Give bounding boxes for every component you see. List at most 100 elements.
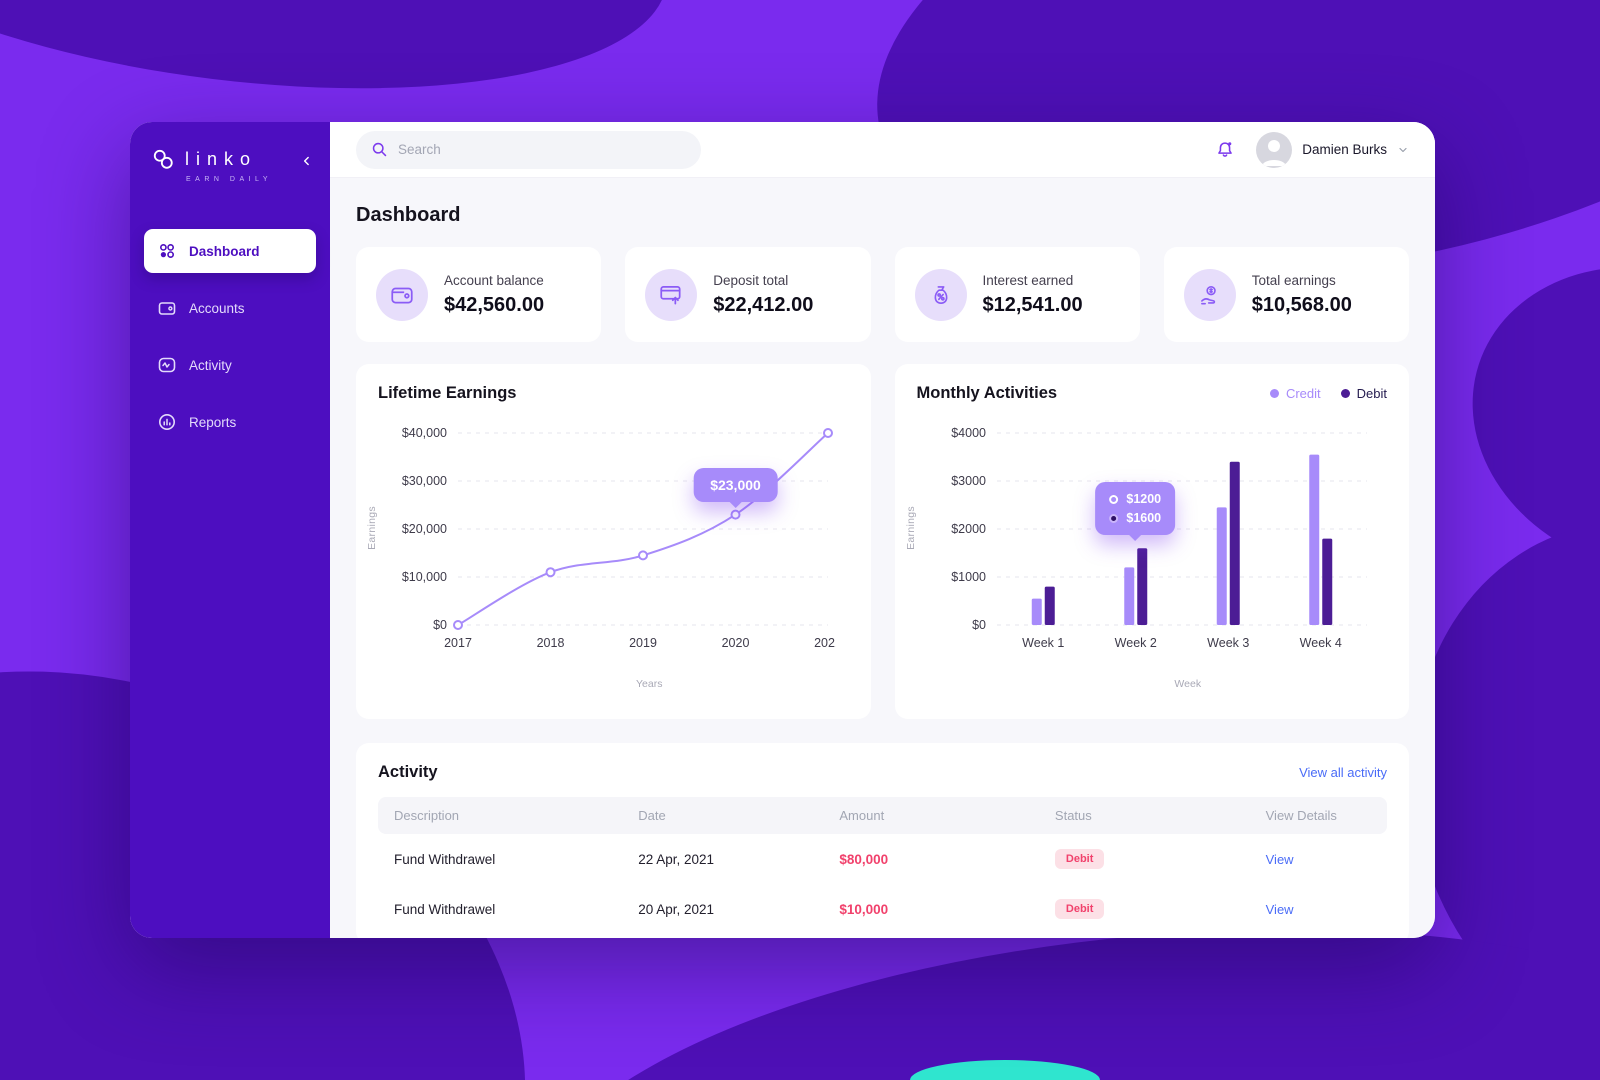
debit-legend-dot [1340,389,1350,398]
sidebar-item-label: Dashboard [189,243,260,259]
svg-text:Week 1: Week 1 [1022,636,1064,650]
chevron-left-icon [303,156,309,166]
cell-amount: $80,000 [839,851,889,867]
charts-row: Lifetime Earnings Earnings $0 $10,000 $20,… [356,364,1409,719]
logo: linko EARN DAILY [130,142,330,183]
main-area: Damien Burks Dashboard [330,122,1435,938]
search-box [356,130,701,169]
person-icon [1262,139,1287,166]
svg-text:$30,000: $30,000 [402,474,447,488]
stat-value: $12,541.00 [982,293,1083,316]
chart-tooltip: $23,000 [693,467,778,502]
table-header: Description Date Amount Status View Deta… [378,797,1387,834]
cell-date: 22 Apr, 2021 [638,851,715,867]
stat-label: Total earnings [1251,272,1336,288]
sidebar-item-label: Reports [189,414,237,430]
stat-label: Account balance [444,272,544,288]
sidebar-item-accounts[interactable]: Accounts [144,286,316,330]
sidebar-item-dashboard[interactable]: Dashboard [144,229,316,273]
cell-amount: $10,000 [839,901,889,917]
view-all-activity-link[interactable]: View all activity [1299,765,1387,780]
chart-tooltip: $1200 $1600 [1095,482,1176,536]
sidebar-item-activity[interactable]: Activity [144,343,316,387]
credit-marker-icon [1109,494,1119,504]
avatar [1256,131,1293,168]
y-axis-label: Earnings [904,505,917,550]
notifications-button[interactable] [1214,139,1236,161]
y-axis-label: Earnings [366,505,378,550]
activity-title: Activity [378,763,438,781]
svg-text:$2000: $2000 [951,522,986,536]
wallet-icon [376,268,428,321]
svg-text:Week 4: Week 4 [1299,636,1341,650]
sidebar: linko EARN DAILY Dashboard [130,122,330,938]
activity-pulse-icon [158,357,176,373]
svg-text:2019: 2019 [629,636,657,650]
monthly-activities-chart: $0 $1000 $2000 $3000 $4000 Week 1 Week 2 Week 3… [951,426,1367,650]
logo-icon [153,149,173,169]
svg-text:$0: $0 [433,618,447,632]
deposit-icon [645,268,698,321]
stat-card-account-balance: Account balance $42,560.00 [356,247,602,342]
svg-text:$10,000: $10,000 [402,570,447,584]
stat-value: $22,412.00 [713,293,814,316]
column-header-view-details: View Details [1265,808,1337,823]
column-header-amount: Amount [839,808,885,823]
bell-icon [1218,141,1233,157]
svg-text:$20,000: $20,000 [402,522,447,536]
search-input[interactable] [398,142,686,157]
sidebar-nav: Dashboard Accounts Activity [130,229,330,444]
logo-text: linko [185,148,258,169]
status-badge: Debit [1054,849,1105,869]
stat-value: $10,568.00 [1251,293,1352,316]
svg-text:$4000: $4000 [951,426,986,440]
svg-text:$40,000: $40,000 [402,426,447,440]
svg-text:Week 3: Week 3 [1207,636,1249,650]
user-menu[interactable]: Damien Burks [1256,131,1409,168]
table-row: Fund Withdrawel 20 Apr, 2021 $10,000 Deb… [378,884,1387,934]
earnings-icon [1183,268,1236,321]
dashboard-icon [160,244,174,258]
column-header-description: Description [394,808,460,823]
x-axis-label: Years [636,678,663,690]
sidebar-collapse-button[interactable] [296,150,318,175]
view-details-link[interactable]: View [1265,851,1294,867]
page-title: Dashboard [356,204,461,226]
column-header-status: Status [1054,808,1092,823]
tooltip-credit-value: $1200 [1126,492,1162,507]
stat-card-deposit-total: Deposit total $22,412.00 [625,247,871,342]
stat-value: $42,560.00 [444,293,545,316]
stat-label: Interest earned [982,272,1074,288]
svg-text:$0: $0 [972,618,986,632]
status-badge: Debit [1054,899,1105,919]
svg-text:$3000: $3000 [951,474,986,488]
activity-section: Activity View all activity Description D… [356,743,1409,938]
legend-item-credit: Credit [1269,386,1321,401]
svg-text:Week 2: Week 2 [1114,636,1156,650]
svg-text:2017: 2017 [444,636,472,650]
svg-text:$1000: $1000 [951,570,986,584]
legend-item-debit: Debit [1340,386,1387,401]
search-icon [372,142,387,157]
sidebar-item-reports[interactable]: Reports [144,400,316,444]
stats-row: Account balance $42,560.00 D [356,247,1409,342]
app-window: linko EARN DAILY Dashboard [130,122,1435,938]
chevron-down-icon [1399,147,1407,152]
chart-title: Lifetime Earnings [378,384,517,402]
stat-card-interest-earned: Interest earned $12,541.00 [894,247,1140,342]
sidebar-item-label: Accounts [189,300,245,316]
chart-title: Monthly Activities [916,384,1058,402]
cell-date: 20 Apr, 2021 [638,901,715,917]
stat-label: Deposit total [713,272,789,288]
reports-icon [159,414,175,430]
teal-accent-shape [910,1060,1100,1080]
monthly-activities-card: Monthly Activities Credit Debit [894,364,1409,719]
credit-legend-dot [1269,389,1279,398]
view-details-link[interactable]: View [1265,901,1294,917]
logo-tagline: EARN DAILY [186,176,273,183]
lifetime-earnings-chart: $0 $10,000 $20,000 $30,000 $40,000 2017 2018 20… [402,426,842,650]
column-header-date: Date [638,808,666,823]
legend-label: Debit [1356,386,1387,401]
lifetime-earnings-card: Lifetime Earnings Earnings $0 $10,000 $20,… [356,364,871,719]
interest-icon [914,268,967,321]
